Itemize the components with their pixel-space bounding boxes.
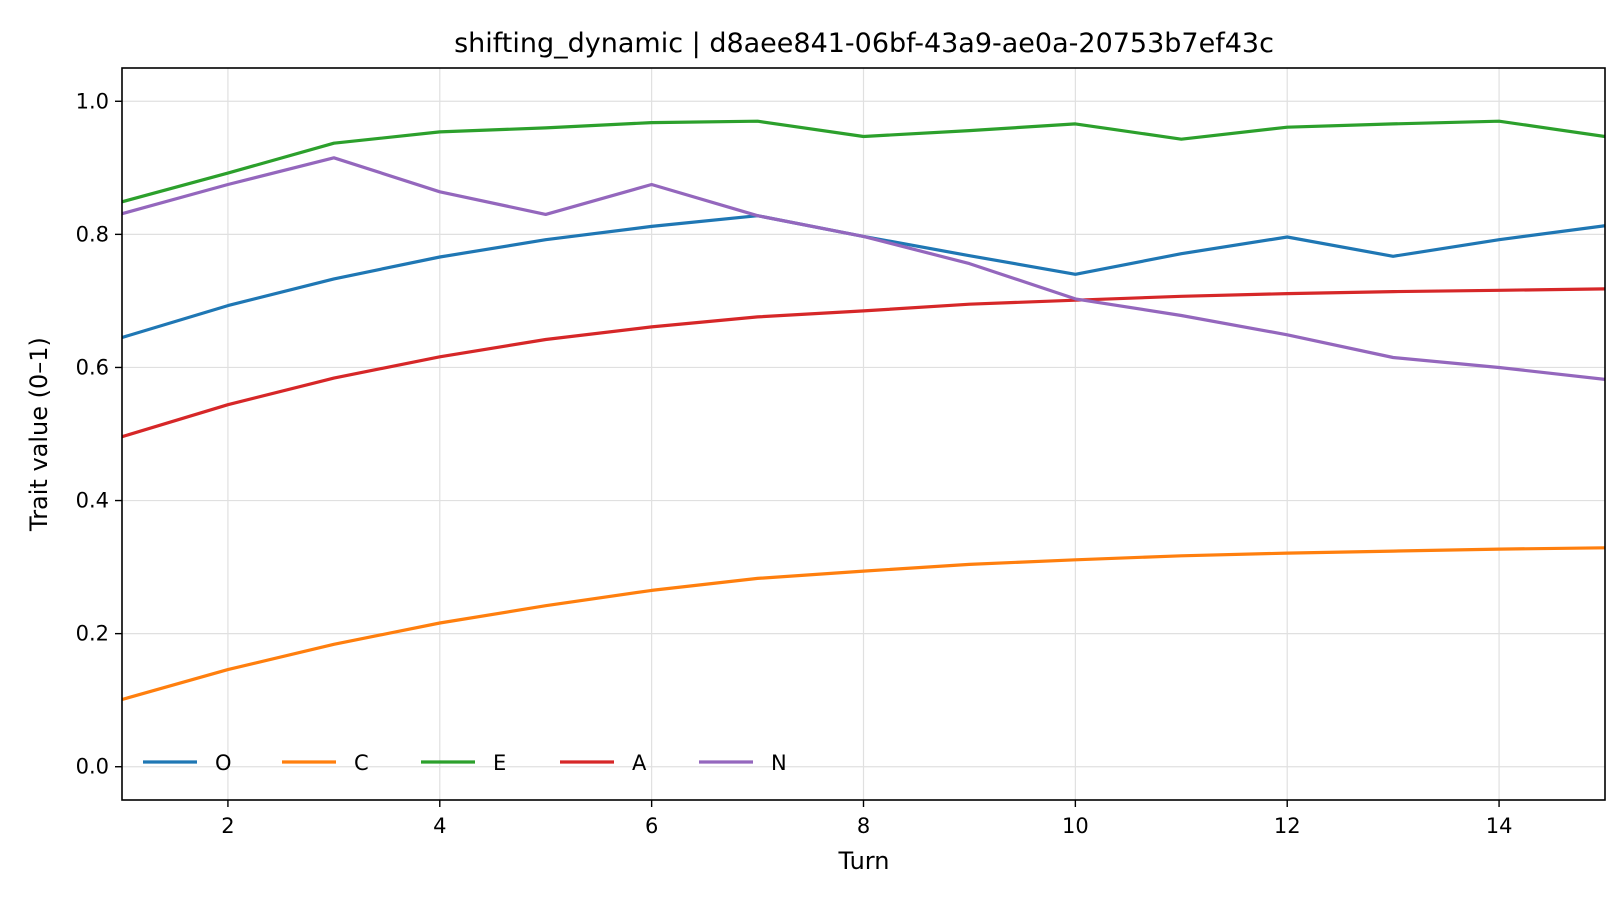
y-tick-label: 0.0 (76, 755, 109, 779)
legend-label-C: C (354, 751, 369, 775)
x-axis-label: Turn (838, 847, 890, 875)
series-layer (122, 119, 1605, 702)
x-tick-label: 4 (433, 814, 446, 838)
y-tick-label: 0.8 (76, 222, 109, 246)
tick-layer: 2 4 6 8 10 12 14 0.0 0.2 0.4 0.6 0.8 1.0 (76, 89, 1513, 838)
series-line-E (122, 119, 1605, 204)
x-tick-label: 6 (645, 814, 658, 838)
x-tick-label: 8 (857, 814, 870, 838)
y-axis-label: Trait value (0–1) (25, 337, 53, 532)
chart-title: shifting_dynamic | d8aee841-06bf-43a9-ae… (454, 28, 1274, 59)
y-tick-label: 0.2 (76, 622, 109, 646)
y-tick-label: 0.6 (76, 355, 109, 379)
y-tick-label: 1.0 (76, 89, 109, 113)
grid-layer (122, 68, 1605, 800)
series-line-C (122, 546, 1605, 702)
legend-label-N: N (771, 751, 787, 775)
x-tick-label: 2 (221, 814, 234, 838)
x-tick-label: 10 (1062, 814, 1089, 838)
y-tick-label: 0.4 (76, 489, 109, 513)
series-line-A (122, 287, 1605, 439)
x-tick-label: 14 (1486, 814, 1513, 838)
legend-label-O: O (215, 751, 232, 775)
series-line-N (122, 156, 1605, 381)
x-tick-label: 12 (1274, 814, 1301, 838)
legend-label-A: A (632, 751, 647, 775)
legend-label-E: E (493, 751, 506, 775)
